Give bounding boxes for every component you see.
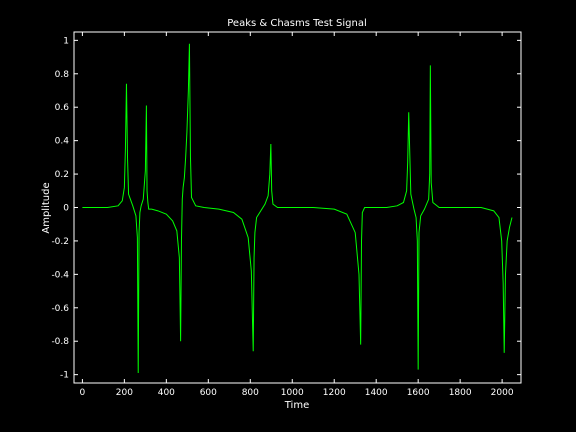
y-axis: 1 0.8 0.6 0.4 0.2 0 -0.2 -0.4 -0.6 -0.8 -1 [51, 36, 521, 381]
x-tick-label: 1200 [323, 388, 346, 398]
signal-line [82, 43, 513, 373]
x-axis: 0 200 400 600 800 1000 1200 1400 1600 1800 2000 [80, 32, 514, 398]
y-tick-label: 1 [63, 36, 69, 46]
y-tick-label: 0 [63, 204, 69, 214]
x-tick-label: 400 [158, 388, 175, 398]
x-tick-label: 2000 [491, 388, 514, 398]
x-tick-label: 0 [80, 388, 86, 398]
y-tick-label: 0.2 [55, 170, 69, 180]
y-tick-label: -0.6 [51, 304, 69, 314]
series-layer [82, 43, 513, 373]
y-axis-label: Amplitude [41, 182, 52, 233]
x-tick-label: 200 [116, 388, 133, 398]
y-tick-label: 0.4 [55, 137, 70, 147]
chart-title: Peaks & Chasms Test Signal [227, 18, 367, 29]
y-tick-label: -0.8 [51, 337, 69, 347]
x-tick-label: 1800 [449, 388, 472, 398]
x-tick-label: 1000 [281, 388, 304, 398]
y-tick-label: 0.8 [55, 70, 70, 80]
x-tick-label: 1600 [407, 388, 430, 398]
x-tick-label: 1400 [365, 388, 388, 398]
x-tick-label: 600 [200, 388, 217, 398]
y-tick-label: -0.2 [51, 237, 69, 247]
y-tick-label: -0.4 [51, 270, 69, 280]
x-axis-label: Time [284, 400, 309, 411]
y-tick-label: 0.6 [55, 103, 70, 113]
x-tick-label: 800 [242, 388, 259, 398]
y-tick-label: -1 [60, 371, 69, 381]
